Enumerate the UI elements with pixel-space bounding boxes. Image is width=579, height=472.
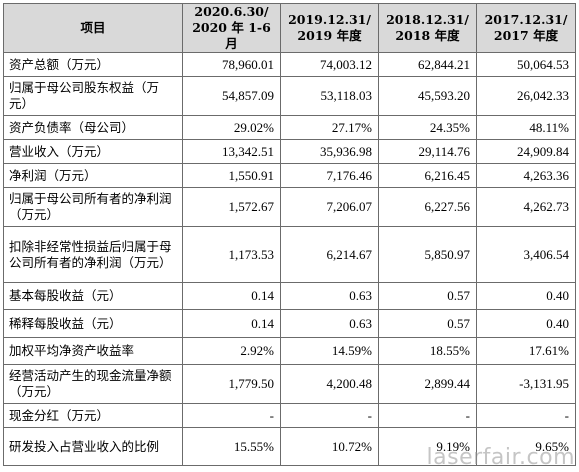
cell-value: 9.65% (476, 427, 576, 466)
header-period-2019: 2019.12.31/2019 年度 (280, 3, 379, 53)
header-period-2018: 2018.12.31/2018 年度 (378, 3, 477, 53)
cell-value: 5,850.97 (378, 226, 477, 283)
cell-value: 35,936.98 (280, 139, 379, 164)
cell-value: 3,406.54 (476, 226, 576, 283)
row-label: 经营活动产生的现金流量净额（万元） (3, 364, 183, 404)
cell-value: 7,176.46 (280, 163, 379, 188)
financial-data-table: 项目 2020.6.30/2020 年 1-6 月 2019.12.31/201… (3, 3, 576, 466)
cell-value: 45,593.20 (378, 76, 477, 116)
header-period-2017: 2017.12.31/2017 年度 (476, 3, 576, 53)
header-period-2020h1: 2020.6.30/2020 年 1-6 月 (182, 3, 281, 53)
cell-value: 29.02% (182, 115, 281, 140)
cell-value: 1,550.91 (182, 163, 281, 188)
cell-value: 0.63 (280, 282, 379, 310)
cell-value: 27.17% (280, 115, 379, 140)
cell-value: 18.55% (378, 337, 477, 365)
cell-value: - (378, 403, 477, 428)
row-label: 基本每股收益（元） (3, 282, 183, 310)
cell-value: 0.14 (182, 309, 281, 338)
cell-value: 0.57 (378, 282, 477, 310)
table-row: 现金分红（万元） - - - - (3, 403, 576, 428)
cell-value: 0.40 (476, 309, 576, 338)
cell-value: 4,263.36 (476, 163, 576, 188)
cell-value: 0.14 (182, 282, 281, 310)
cell-value: 9.19% (378, 427, 477, 466)
cell-value: - (182, 403, 281, 428)
table-row: 资产总额（万元） 78,960.01 74,003.12 62,844.21 5… (3, 52, 576, 77)
cell-value: 7,206.07 (280, 187, 379, 227)
cell-value: 78,960.01 (182, 52, 281, 77)
cell-value: 26,042.33 (476, 76, 576, 116)
cell-value: 13,342.51 (182, 139, 281, 164)
row-label: 资产负债率（母公司） (3, 115, 183, 140)
row-label: 稀释每股收益（元） (3, 309, 183, 338)
cell-value: 74,003.12 (280, 52, 379, 77)
cell-value: -3,131.95 (476, 364, 576, 404)
cell-value: 62,844.21 (378, 52, 477, 77)
row-label: 资产总额（万元） (3, 52, 183, 77)
cell-value: 1,779.50 (182, 364, 281, 404)
cell-value: 53,118.03 (280, 76, 379, 116)
cell-value: 50,064.53 (476, 52, 576, 77)
row-label: 营业收入（万元） (3, 139, 183, 164)
cell-value: 0.40 (476, 282, 576, 310)
cell-value: 48.11% (476, 115, 576, 140)
cell-value: 14.59% (280, 337, 379, 365)
cell-value: 29,114.76 (378, 139, 477, 164)
cell-value: 17.61% (476, 337, 576, 365)
cell-value: 4,262.73 (476, 187, 576, 227)
header-item: 项目 (3, 3, 183, 53)
table-row: 基本每股收益（元） 0.14 0.63 0.57 0.40 (3, 282, 576, 310)
row-label: 归属于母公司所有者的净利润（万元） (3, 187, 183, 227)
cell-value: 1,572.67 (182, 187, 281, 227)
row-label: 研发投入占营业收入的比例 (3, 427, 183, 466)
cell-value: 54,857.09 (182, 76, 281, 116)
table-row: 归属于母公司所有者的净利润（万元） 1,572.67 7,206.07 6,22… (3, 187, 576, 227)
cell-value: - (280, 403, 379, 428)
cell-value: - (476, 403, 576, 428)
table-row: 归属于母公司股东权益（万元） 54,857.09 53,118.03 45,59… (3, 76, 576, 116)
row-label: 扣除非经常性损益后归属于母公司所有者的净利润（万元） (3, 226, 183, 283)
table-row: 稀释每股收益（元） 0.14 0.63 0.57 0.40 (3, 309, 576, 338)
table-row: 经营活动产生的现金流量净额（万元） 1,779.50 4,200.48 2,89… (3, 364, 576, 404)
cell-value: 4,200.48 (280, 364, 379, 404)
table-row: 资产负债率（母公司） 29.02% 27.17% 24.35% 48.11% (3, 115, 576, 140)
cell-value: 15.55% (182, 427, 281, 466)
cell-value: 1,173.53 (182, 226, 281, 283)
cell-value: 10.72% (280, 427, 379, 466)
table-row: 加权平均净资产收益率 2.92% 14.59% 18.55% 17.61% (3, 337, 576, 365)
cell-value: 24,909.84 (476, 139, 576, 164)
cell-value: 2.92% (182, 337, 281, 365)
header-row: 项目 2020.6.30/2020 年 1-6 月 2019.12.31/201… (3, 3, 576, 53)
table-row: 营业收入（万元） 13,342.51 35,936.98 29,114.76 2… (3, 139, 576, 164)
cell-value: 0.57 (378, 309, 477, 338)
table-row: 净利润（万元） 1,550.91 7,176.46 6,216.45 4,263… (3, 163, 576, 188)
cell-value: 0.63 (280, 309, 379, 338)
cell-value: 24.35% (378, 115, 477, 140)
cell-value: 6,216.45 (378, 163, 477, 188)
table-row: 研发投入占营业收入的比例 15.55% 10.72% 9.19% 9.65% (3, 427, 576, 466)
cell-value: 6,214.67 (280, 226, 379, 283)
cell-value: 6,227.56 (378, 187, 477, 227)
row-label: 净利润（万元） (3, 163, 183, 188)
table-row: 扣除非经常性损益后归属于母公司所有者的净利润（万元） 1,173.53 6,21… (3, 226, 576, 283)
row-label: 现金分红（万元） (3, 403, 183, 428)
cell-value: 2,899.44 (378, 364, 477, 404)
row-label: 归属于母公司股东权益（万元） (3, 76, 183, 116)
row-label: 加权平均净资产收益率 (3, 337, 183, 365)
